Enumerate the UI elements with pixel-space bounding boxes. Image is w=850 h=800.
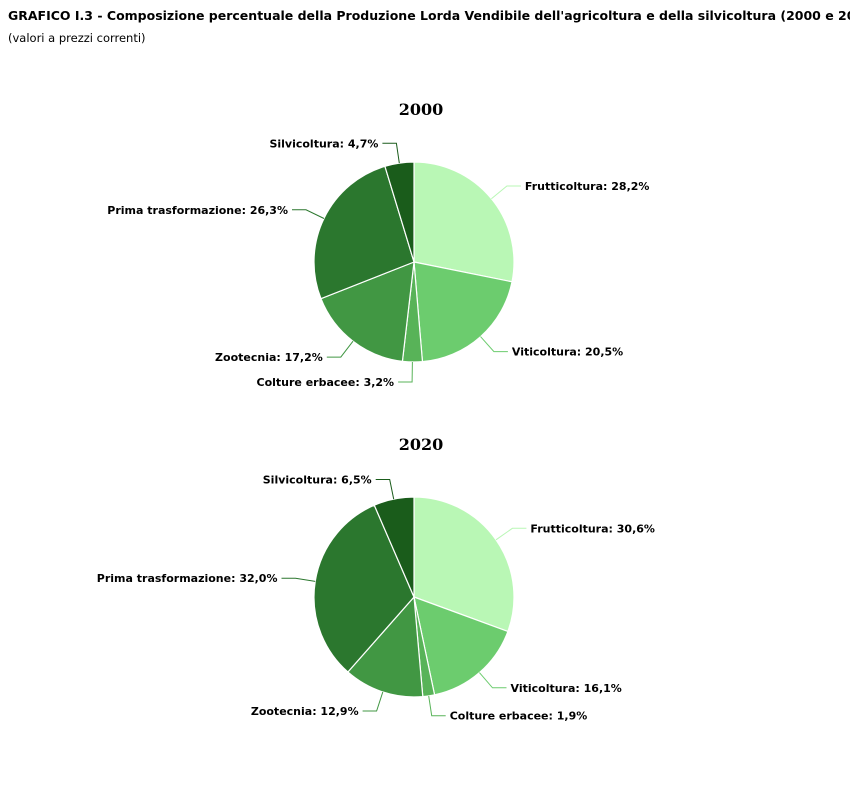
pie-chart-2020: 2020 Frutticoltura: 30,6% Viticoltura: 16,… (97, 435, 655, 723)
pie-slice (413, 596, 509, 696)
label-connector (326, 340, 354, 358)
label-connector (281, 577, 316, 582)
slice-label: Viticoltura: 20,5% (512, 346, 623, 359)
label-connector (375, 479, 395, 500)
label-connector (491, 185, 521, 200)
slice-label: Zootecnia: 17,2% (215, 351, 323, 364)
pie-slice (373, 496, 415, 598)
pie-slice (313, 504, 415, 673)
slice-label: Viticoltura: 16,1% (511, 682, 622, 695)
label-connector (292, 209, 325, 219)
label-connector (495, 527, 527, 541)
slice-label: Colture erbacee: 3,2% (257, 376, 395, 389)
chart-subtitle: (valori a prezzi correnti) (8, 31, 146, 45)
label-connector (479, 672, 507, 689)
pie-slice (320, 261, 415, 362)
slice-label: Colture erbacee: 1,9% (450, 710, 588, 723)
slice-label: Frutticoltura: 30,6% (530, 522, 655, 535)
label-connector (362, 691, 384, 712)
slice-label: Zootecnia: 12,9% (251, 705, 359, 718)
label-connector (398, 361, 413, 383)
pie-title: 2000 (399, 100, 444, 119)
label-connector (480, 336, 508, 353)
pie-chart-2000: 2000 Frutticoltura: 28,2% Viticoltura: 20,… (107, 100, 649, 389)
chart-title: GRAFICO I.3 - Composizione percentuale d… (8, 8, 850, 23)
slice-label: Prima trasformazione: 26,3% (107, 204, 288, 217)
label-connector (382, 142, 400, 164)
label-connector (428, 695, 446, 717)
slice-label: Prima trasformazione: 32,0% (97, 572, 278, 585)
pie-slice (413, 161, 515, 283)
slice-label: Silvicoltura: 4,7% (269, 137, 378, 150)
pie-title: 2020 (399, 435, 444, 454)
slice-label: Silvicoltura: 6,5% (263, 474, 372, 487)
slice-label: Frutticoltura: 28,2% (525, 180, 650, 193)
